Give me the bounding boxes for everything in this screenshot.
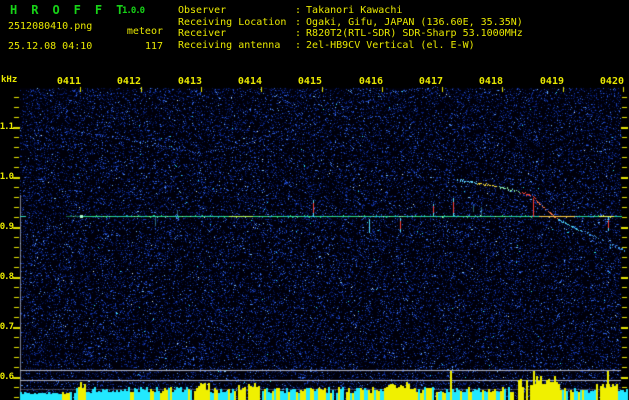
mode-label: meteor: [126, 26, 163, 37]
observer-label: Observer: [178, 5, 227, 16]
colon: :: [295, 16, 302, 28]
receiver-label: Receiver: [178, 28, 227, 40]
freq-tick-label: 0.7: [0, 322, 14, 332]
receiver-row: Receiver: R820T2(RTL-SDR) SDR-Sharp 53.10…: [178, 28, 523, 40]
antenna-value: 2el-HB9CV Vertical (el. E-W): [306, 39, 475, 51]
y-axis-unit-label: kHz: [1, 75, 18, 85]
time-tick-label: 0413: [177, 76, 202, 87]
time-tick-label: 0412: [116, 76, 141, 87]
timestamp: 25.12.08 04:10: [8, 41, 93, 52]
time-tick-label: 0414: [237, 76, 262, 87]
receiver-value: R820T2(RTL-SDR) SDR-Sharp 53.1000MHz: [306, 28, 523, 40]
antenna-row: Receiving antenna:2el-HB9CV Vertical (el…: [178, 40, 523, 52]
app-version: 1.0.0: [122, 6, 145, 16]
freq-tick-label: 1.0: [0, 172, 14, 182]
freq-tick-label: 0.6: [0, 372, 14, 382]
time-tick-label: 0416: [358, 76, 383, 87]
time-tick-label: 0419: [539, 76, 564, 87]
time-tick-label: 0411: [56, 76, 81, 87]
observer-value: Takanori Kawachi: [306, 5, 403, 16]
observer-row: Observer: Takanori Kawachi: [178, 5, 523, 17]
location-value: Ogaki, Gifu, JAPAN (136.60E, 35.35N): [306, 16, 523, 28]
freq-tick-label: 0.8: [0, 272, 14, 282]
echo-count: 117: [144, 41, 163, 52]
time-tick-label: 0418: [478, 76, 503, 87]
antenna-label: Receiving antenna: [178, 39, 281, 51]
time-tick-label: 0417: [418, 76, 443, 87]
freq-tick-label: 0.9: [0, 222, 14, 232]
colon: :: [295, 5, 302, 16]
colon: :: [295, 28, 302, 40]
location-row: Receiving Location: Ogaki, Gifu, JAPAN (1…: [178, 17, 523, 29]
location-label: Receiving Location: [178, 16, 287, 28]
output-filename: 2512080410.png: [8, 21, 93, 32]
freq-tick-label: 1.1: [0, 122, 14, 132]
app-title: HROFFT: [10, 3, 138, 17]
time-tick-label: 0415: [297, 76, 322, 87]
station-info: Observer: Takanori Kawachi Receiving Loca…: [178, 5, 523, 51]
colon: :: [295, 39, 302, 51]
time-tick-label: 0420: [599, 76, 624, 87]
